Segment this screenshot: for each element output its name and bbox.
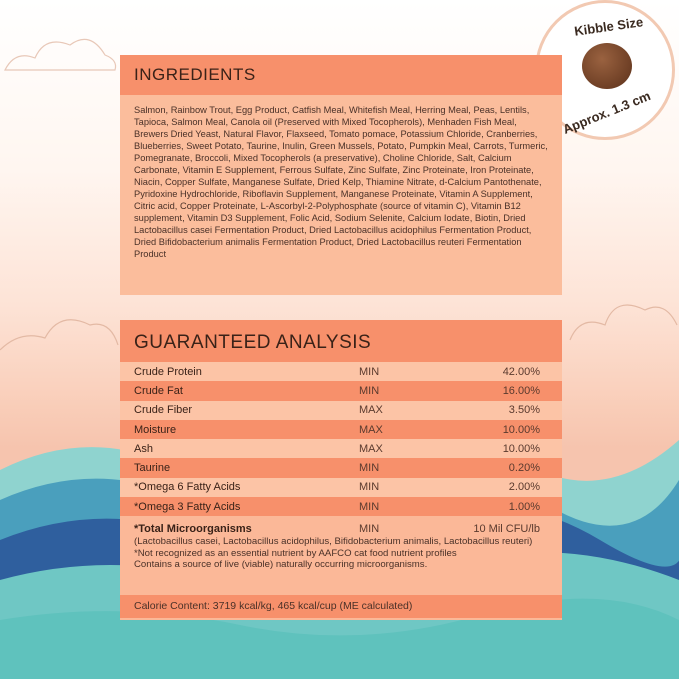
ingredients-text: Salmon, Rainbow Trout, Egg Product, Catf…	[134, 105, 548, 259]
kibble-image	[582, 43, 632, 89]
analysis-row: *Omega 6 Fatty Acids MIN 2.00%	[120, 477, 562, 498]
nutrient-name: *Omega 3 Fatty Acids	[134, 500, 241, 513]
nutrient-value: 3.50%	[508, 404, 540, 417]
calorie-content: Calorie Content: 3719 kcal/kg, 465 kcal/…	[120, 595, 562, 619]
min-max-label: MIN	[359, 481, 380, 494]
ingredients-title: INGREDIENTS	[120, 55, 562, 95]
min-max-label: MAX	[359, 442, 383, 455]
analysis-row: Crude Protein MIN 42.00%	[120, 362, 562, 382]
cloud-left-lower-illustration	[0, 319, 119, 351]
min-max-label: MIN	[359, 462, 380, 475]
analysis-row: Taurine MIN 0.20%	[120, 458, 562, 478]
kibble-size-value: Approx. 1.3 cm	[560, 88, 653, 137]
min-max-label: MAX	[359, 404, 383, 417]
analysis-row: Crude Fat MIN 16.00%	[120, 381, 562, 401]
nutrient-name: Crude Fat	[134, 384, 183, 397]
min-max-label: MIN	[359, 500, 380, 513]
analysis-row: *Omega 3 Fatty Acids MIN 1.00%	[120, 497, 562, 517]
nutrient-value: 0.20%	[508, 462, 540, 475]
analysis-title: GUARANTEED ANALYSIS	[120, 320, 562, 362]
nutrient-value: 2.00%	[508, 481, 540, 494]
nutrient-name: Moisture	[134, 423, 177, 436]
live-microorganisms-note: Contains a source of live (viable) natur…	[134, 559, 428, 571]
min-max-label: MAX	[359, 423, 383, 436]
microorganisms-block: *Total Microorganisms MIN 10 Mil CFU/lb (L…	[120, 516, 562, 592]
micro-value: 10 Mil CFU/lb	[473, 522, 540, 535]
cloud-left-illustration	[4, 38, 117, 71]
nutrient-name: *Omega 6 Fatty Acids	[134, 481, 241, 494]
micro-strains: (Lactobacillus casei, Lactobacillus acid…	[134, 536, 533, 548]
nutrient-value: 1.00%	[508, 500, 540, 513]
kibble-size-title: Kibble Size	[573, 14, 645, 39]
ingredients-panel: INGREDIENTS Salmon, Rainbow Trout, Egg P…	[120, 55, 562, 295]
analysis-row: Ash MAX 10.00%	[120, 439, 562, 459]
nutrient-value: 42.00%	[502, 365, 540, 378]
aafco-note: *Not recognized as an essential nutrient…	[134, 547, 457, 559]
nutrient-name: Taurine	[134, 462, 171, 475]
analysis-row: Crude Fiber MAX 3.50%	[120, 400, 562, 420]
micro-type: MIN	[359, 522, 380, 535]
nutrient-value: 16.00%	[502, 384, 540, 397]
nutrient-value: 10.00%	[502, 423, 540, 436]
nutrient-name: Crude Protein	[134, 365, 202, 378]
nutrient-value: 10.00%	[502, 442, 540, 455]
min-max-label: MIN	[359, 384, 380, 397]
guaranteed-analysis-panel: GUARANTEED ANALYSIS Crude Protein MIN 42.0…	[120, 320, 562, 620]
min-max-label: MIN	[359, 365, 380, 378]
analysis-row: Moisture MAX 10.00%	[120, 419, 562, 440]
cloud-right-illustration	[569, 304, 678, 341]
micro-name: *Total Microorganisms	[134, 522, 252, 535]
nutrient-name: Ash	[134, 442, 153, 455]
nutrient-name: Crude Fiber	[134, 404, 193, 417]
